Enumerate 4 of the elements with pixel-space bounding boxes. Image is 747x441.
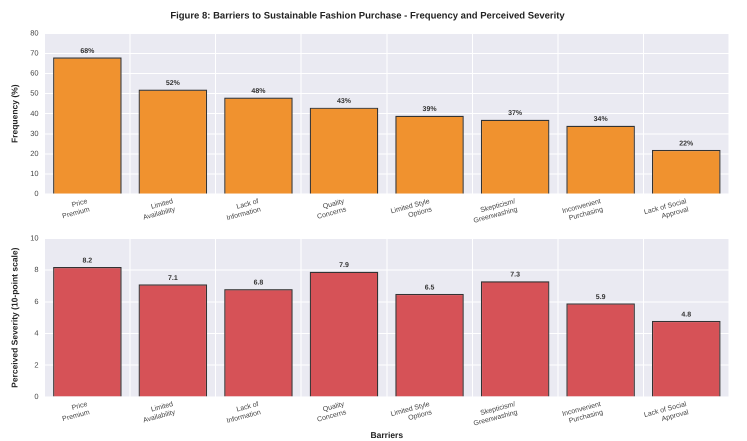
y-axis-title: Perceived Severity (10-point scale) (9, 247, 20, 388)
chart-title: Figure 8: Barriers to Sustainable Fashion Purchase - Frequency and Perceived Severity (170, 10, 566, 22)
x-axis-title: Barriers (370, 430, 404, 440)
y-axis-title: Frequency (%) (9, 84, 20, 144)
